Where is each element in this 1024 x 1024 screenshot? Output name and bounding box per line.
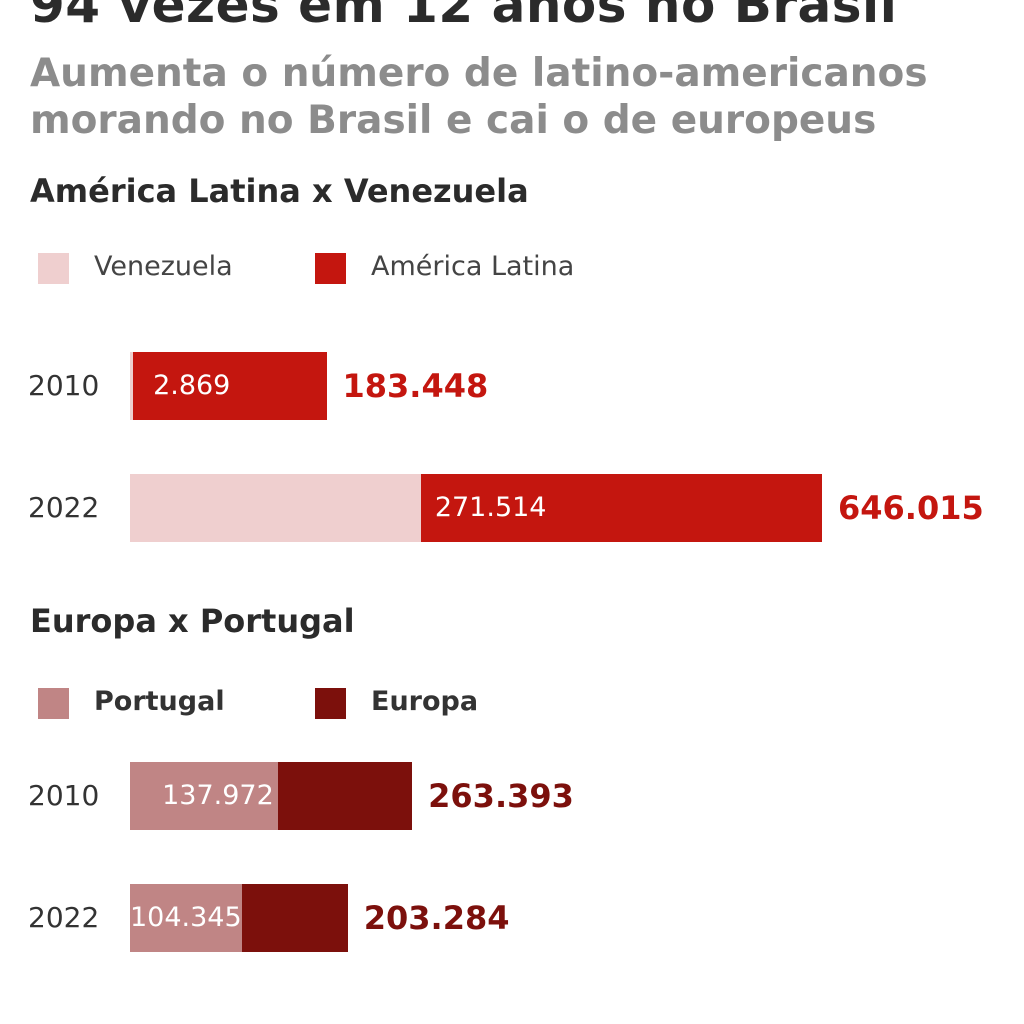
- value-label-venezuela-2022: 271.514: [434, 492, 547, 523]
- legend-swatch-america-latina: [315, 253, 346, 284]
- value-label-portugal-2010: 137.972: [162, 780, 274, 811]
- section-title-latin-america: América Latina x Venezuela: [30, 172, 529, 210]
- year-label-2010-latin: 2010: [28, 369, 100, 402]
- year-label-2022-latin: 2022: [28, 491, 100, 524]
- legend-label-portugal: Portugal: [94, 686, 225, 717]
- legend-label-europa: Europa: [371, 686, 479, 717]
- bar-portugal-2010: [130, 762, 278, 830]
- year-label-2010-europe: 2010: [28, 779, 100, 812]
- section-title-europe: Europa x Portugal: [30, 602, 355, 640]
- total-label-america-latina-2022: 646.015: [838, 489, 984, 527]
- value-label-venezuela-2010: 2.869: [153, 370, 231, 401]
- bar-america-latina-2010: [130, 352, 327, 420]
- total-label-america-latina-2010: 183.448: [342, 367, 489, 405]
- legend-label-venezuela: Venezuela: [94, 251, 233, 282]
- total-label-europa-2010: 263.393: [428, 777, 574, 815]
- legend-swatch-europa: [315, 688, 346, 719]
- bar-venezuela-2022: [130, 474, 421, 542]
- bar-portugal-2022: [130, 884, 242, 952]
- chart-subtitle: Aumenta o número de latino-americanos mo…: [30, 51, 928, 143]
- total-label-europa-2022: 203.284: [363, 899, 510, 937]
- bar-venezuela-2010: [130, 352, 134, 420]
- legend-swatch-portugal: [38, 688, 69, 719]
- legend-swatch-venezuela: [38, 253, 69, 284]
- chart-title: 94 vezes em 12 anos no Brasil: [30, 0, 898, 34]
- legend-label-america-latina: América Latina: [371, 251, 575, 282]
- value-label-portugal-2022: 104.345: [130, 902, 242, 933]
- year-label-2022-europe: 2022: [28, 901, 100, 934]
